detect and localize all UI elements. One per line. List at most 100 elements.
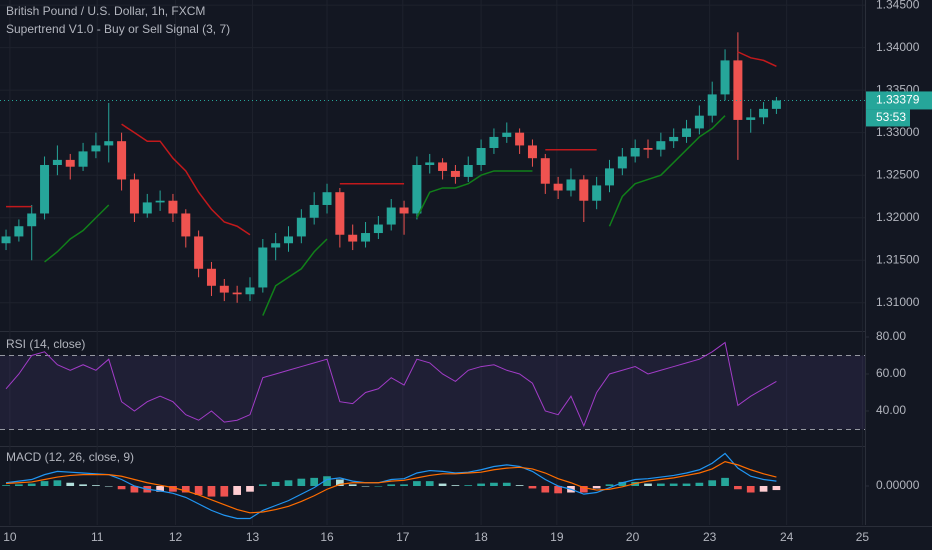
y-tick-label: 1.33000 [876, 125, 920, 139]
candle-body [104, 141, 114, 146]
x-tick-label: 23 [703, 530, 717, 544]
candle-body [425, 162, 435, 165]
pane-title: MACD (12, 26, close, 9) [6, 450, 134, 464]
candle-body [463, 165, 473, 177]
histogram-bar [579, 486, 588, 493]
histogram-bar [284, 480, 293, 486]
histogram-bar [759, 486, 768, 492]
candle-body [682, 128, 692, 137]
candle-body [656, 141, 666, 150]
histogram-bar [605, 484, 614, 486]
histogram-bar [79, 484, 87, 486]
candle-body [245, 287, 255, 295]
histogram-bar [130, 486, 139, 493]
candle-body [232, 292, 242, 295]
histogram-bar [490, 482, 498, 486]
histogram-bar [2, 485, 10, 486]
x-tick-label: 11 [91, 530, 104, 544]
candle-body [14, 226, 24, 237]
x-tick-label: 12 [169, 530, 183, 544]
histogram-bar [181, 486, 190, 493]
candle-body [335, 192, 345, 235]
candle-body [65, 159, 75, 167]
candle-body [412, 165, 422, 214]
candle-body [515, 132, 525, 146]
macd-line [5, 452, 777, 520]
histogram-bar [528, 486, 537, 489]
y-tick-label: 1.31500 [876, 252, 920, 266]
candle-body [553, 183, 563, 191]
candle-body [759, 108, 769, 118]
candle-body [322, 192, 332, 205]
y-tick-label: 1.34000 [876, 40, 920, 54]
rsi-band [0, 355, 865, 430]
histogram-bar [53, 480, 62, 486]
candle-body [540, 158, 550, 184]
chart-subtitle: Supertrend V1.0 - Buy or Sell Signal (3,… [6, 22, 230, 36]
chart-title: British Pound / U.S. Dollar, 1h, FXCM [6, 4, 205, 18]
histogram-bar [592, 486, 601, 489]
candle-body [694, 115, 704, 129]
candle-body [450, 170, 460, 177]
histogram-bar [438, 483, 447, 486]
histogram-bar [425, 481, 434, 486]
candle-body [155, 200, 165, 203]
histogram-bar [721, 477, 729, 486]
candle-body [361, 233, 371, 242]
histogram-bar [117, 486, 126, 490]
candle-body [771, 100, 781, 109]
histogram-bar [400, 484, 408, 486]
candle-body [40, 165, 50, 214]
x-tick-label: 10 [3, 530, 17, 544]
histogram-bar [515, 485, 524, 486]
pane-title: RSI (14, close) [6, 337, 85, 351]
histogram-bar [682, 483, 691, 486]
candle-body [78, 151, 88, 167]
candle-body [142, 202, 152, 214]
histogram-bar [541, 486, 550, 493]
candle-body [476, 147, 486, 165]
candle-body [194, 236, 204, 269]
candle-body [284, 236, 293, 244]
last-price-box [866, 91, 932, 110]
histogram-bar [233, 486, 241, 495]
candle-body [592, 185, 602, 201]
candle-body [348, 234, 358, 242]
candle-body [373, 224, 383, 234]
histogram-bar [361, 486, 370, 487]
candle-body [168, 200, 178, 214]
histogram-bar [656, 483, 665, 486]
candle-body [669, 136, 679, 142]
candle-body [181, 213, 191, 237]
x-tick-label: 17 [396, 530, 410, 544]
x-tick-label: 25 [856, 530, 870, 544]
candle-body [219, 285, 229, 293]
candle-body [258, 247, 268, 288]
x-tick-label: 19 [550, 530, 564, 544]
candle-body [117, 141, 127, 180]
histogram-bar [194, 486, 203, 495]
histogram-bar [644, 483, 652, 486]
histogram-bar [156, 486, 164, 492]
candle-body [296, 217, 306, 237]
x-tick-label: 13 [246, 530, 260, 544]
histogram-bar [15, 484, 23, 486]
histogram-bar [502, 482, 511, 486]
histogram-bar [27, 483, 36, 486]
y-tick-label: 1.34500 [876, 0, 920, 11]
histogram-bar [477, 483, 485, 486]
y-tick-label: 80.00 [876, 329, 906, 343]
histogram-bar [387, 484, 396, 486]
histogram-bar [695, 482, 704, 486]
candle-body [579, 179, 589, 201]
histogram-bar [618, 481, 627, 486]
histogram-bar [348, 484, 357, 486]
histogram-bar [92, 485, 100, 486]
candle-body [271, 243, 281, 248]
histogram-bar [297, 478, 306, 486]
histogram-bar [746, 486, 755, 493]
histogram-bar [220, 486, 229, 497]
candle-body [707, 94, 717, 116]
y-tick-label: 40.00 [876, 403, 906, 417]
